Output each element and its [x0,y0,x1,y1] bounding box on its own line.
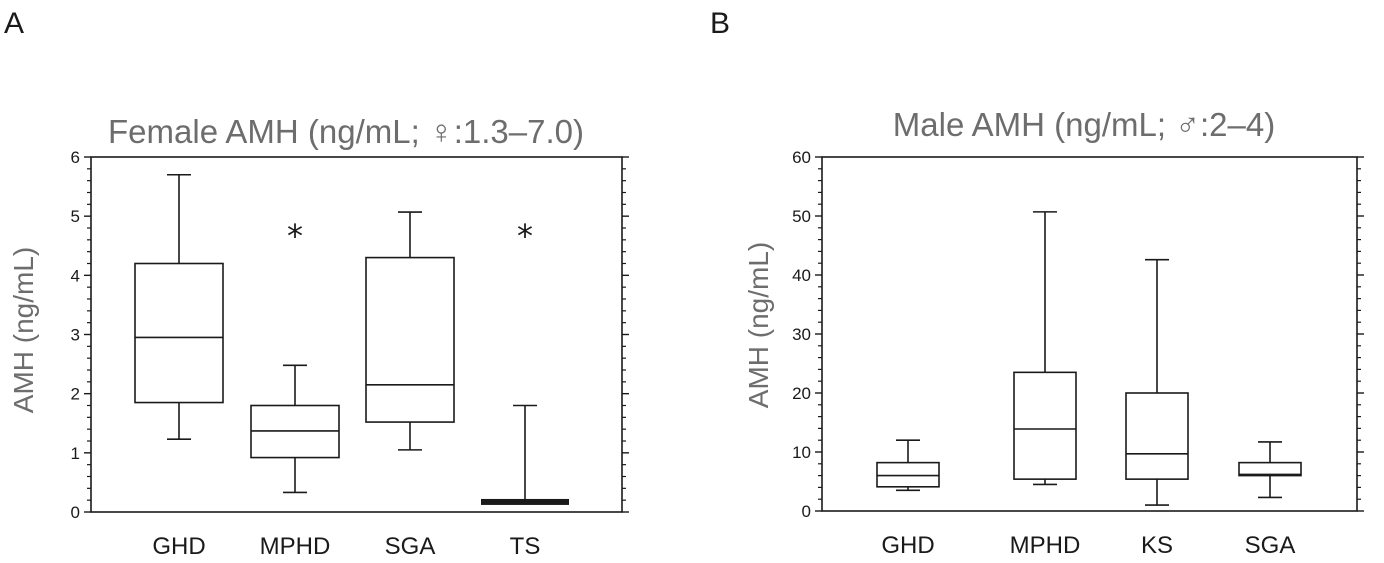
female-amh-chart: Female AMH (ng/mL; ♀:1.3–7.0) AMH (ng/mL… [8,113,629,560]
significance-marker: * [517,217,533,255]
panel-letter-a: A [4,7,24,40]
y-tick-label: 50 [792,207,811,226]
box-sga [1238,441,1302,499]
box-mphd [1013,211,1077,486]
x-tick-label: TS [510,533,541,560]
y-tick-label: 20 [792,384,811,403]
y-tick-label: 0 [802,502,811,521]
y-tick-label: 6 [71,148,80,167]
y-tick-label: 5 [71,207,80,226]
box-body [1013,371,1077,480]
x-tick-label: KS [1141,532,1173,559]
y-tick-label: 10 [792,443,811,462]
x-tick-label: GHD [881,532,934,559]
x-tick-label: GHD [152,533,205,560]
box-body [1125,392,1189,480]
box-body [365,256,455,423]
panel-letter-b: B [710,7,730,40]
y-axis-label: AMH (ng/mL) [743,242,774,408]
significance-marker: * [287,217,303,255]
plot-frame [821,156,1358,512]
y-tick-label: 30 [792,325,811,344]
y-tick-label: 3 [71,326,80,345]
box-body [876,461,940,488]
male-amh-chart: Male AMH (ng/mL; ♂:2–4) AMH (ng/mL) 0 10 2… [743,106,1364,559]
box-ghd [876,439,940,492]
box-body [134,262,224,404]
box-ks [1125,258,1189,506]
y-tick-label: 60 [792,148,811,167]
chart-title: Male AMH (ng/mL; ♂:2–4) [893,106,1275,143]
plot-marks: 0 1 2 3 4 5 6 GHD MPHD SGA TS * * [71,148,629,560]
y-tick-label: 0 [71,503,80,522]
plot-frame [90,156,623,513]
x-tick-label: MPHD [1010,532,1081,559]
x-tick-label: MPHD [260,533,331,560]
y-axis-label: AMH (ng/mL) [8,247,39,413]
y-tick-label: 2 [71,385,80,404]
box-mphd [250,364,340,494]
plot-marks: 0 10 20 30 40 50 60 GHD MPHD KS SGA [792,148,1364,559]
y-tick-label: 1 [71,444,80,463]
chart-title: Female AMH (ng/mL; ♀:1.3–7.0) [108,113,584,150]
x-tick-label: SGA [385,533,436,560]
y-tick-label: 40 [792,266,811,285]
x-tick-label: SGA [1245,532,1296,559]
box-sga [365,211,455,451]
box-ts [481,404,569,505]
box-ghd [134,173,224,441]
y-tick-label: 4 [71,266,80,285]
